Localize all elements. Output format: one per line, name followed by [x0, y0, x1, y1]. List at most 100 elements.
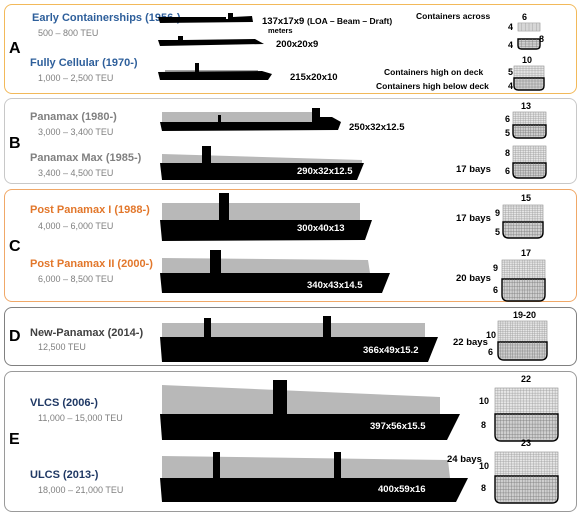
- dims-newpanamax: 366x49x15.2: [363, 345, 419, 356]
- dims-ulcs: 400x59x16: [378, 484, 426, 495]
- panamax-across: 13: [521, 101, 532, 111]
- cellular-across: 10: [522, 55, 533, 65]
- gen-postpanamax1-teu: 4,000 – 6,000 TEU: [38, 221, 114, 231]
- ship-ulcs: [160, 478, 468, 502]
- newpanamax-high-deck: 10: [486, 330, 497, 340]
- xsec-early-b: [517, 38, 541, 50]
- ship-panamax-max: [160, 163, 364, 180]
- gen-early-name: Early Containerships (1956-): [32, 12, 181, 24]
- gen-panamax-max-teu: 3,400 – 4,500 TEU: [38, 168, 114, 178]
- ship-postpanamax1: [160, 220, 372, 241]
- dims-panamax-max: 290x32x12.5: [297, 166, 353, 177]
- gen-postpanamax1-name: Post Panamax I (1988-): [30, 204, 150, 216]
- postpanamax1-high-deck: 9: [495, 208, 501, 218]
- ship-vlcs-deck: [162, 385, 440, 414]
- containers-high-below-label: Containers high below deck: [376, 81, 489, 91]
- dims-postpanamax2: 340x43x14.5: [307, 280, 363, 291]
- ship-newpanamax: [160, 337, 438, 362]
- xsec-panamax-max: [512, 145, 547, 179]
- gen-cellular-name: Fully Cellular (1970-): [30, 57, 138, 69]
- dims-postpanamax1: 300x40x13: [297, 223, 345, 234]
- bays-panamax-max: 17 bays: [456, 164, 491, 175]
- ship-panamax: [160, 108, 341, 131]
- bays-ulcs: 24 bays: [447, 454, 482, 465]
- postpanamax1-across: 15: [521, 193, 532, 203]
- group-e-letter: E: [9, 431, 20, 448]
- gen-vlcs-teu: 11,000 – 15,000 TEU: [38, 413, 123, 423]
- group-a-letter: A: [9, 40, 21, 57]
- gen-cellular-teu: 1,000 – 2,500 TEU: [38, 73, 114, 83]
- panamax-max-high-below: 6: [505, 166, 511, 176]
- dims-unit: meters: [268, 26, 293, 35]
- newpanamax-across: 19-20: [513, 310, 537, 320]
- group-b-letter: B: [9, 135, 21, 152]
- early-stack-total: 8: [539, 34, 545, 44]
- gen-ulcs-teu: 18,000 – 21,000 TEU: [38, 485, 124, 495]
- gen-newpanamax-name: New-Panamax (2014-): [30, 327, 144, 339]
- dims-vlcs: 397x56x15.5: [370, 421, 426, 432]
- ship-cellular: [158, 71, 272, 80]
- xsec-early-a: [517, 22, 541, 32]
- loa-beam-draft-label: (LOA – Beam – Draft): [307, 16, 393, 26]
- ship-early-1: [158, 13, 253, 23]
- early-high-below: 4: [508, 40, 514, 50]
- bays-postpanamax1: 17 bays: [456, 213, 491, 224]
- gen-postpanamax2-name: Post Panamax II (2000-): [30, 258, 153, 270]
- xsec-postpanamax1: [502, 204, 544, 239]
- gen-postpanamax2-teu: 6,000 – 8,500 TEU: [38, 274, 114, 284]
- ship-ulcs-deck: [162, 456, 450, 478]
- early-high-deck: 4: [508, 22, 514, 32]
- panamax-high-deck: 6: [505, 114, 511, 124]
- postpanamax1-high-below: 5: [495, 227, 501, 237]
- containers-across-label: Containers across: [416, 11, 491, 21]
- group-c-letter: C: [9, 238, 21, 255]
- ship-postpanamax2: [160, 273, 390, 293]
- ship-panamax-max-deck: [162, 154, 362, 163]
- ship-newpanamax-deck: [162, 323, 425, 337]
- vlcs-across: 22: [521, 374, 532, 384]
- vlcs-high-below: 8: [481, 420, 487, 430]
- ulcs-high-deck: 10: [479, 461, 490, 471]
- bays-newpanamax: 22 bays: [453, 337, 488, 348]
- vlcs-high-deck: 10: [479, 396, 490, 406]
- xsec-panamax: [512, 111, 547, 139]
- xsec-ulcs: [494, 451, 559, 504]
- cellular-high-deck: 5: [508, 67, 514, 77]
- xsec-postpanamax2: [501, 259, 546, 302]
- xsec-newpanamax: [497, 320, 548, 361]
- ship-panamax-deck: [162, 112, 314, 122]
- ulcs-across: 23: [521, 438, 532, 448]
- ship-postpanamax1-deck: [162, 203, 360, 220]
- cellular-high-below: 4: [508, 81, 514, 91]
- xsec-cellular: [513, 65, 545, 91]
- postpanamax2-across: 17: [521, 248, 532, 258]
- gen-newpanamax-teu: 12,500 TEU: [38, 342, 86, 352]
- containers-high-deck-label: Containers high on deck: [384, 67, 484, 77]
- gen-vlcs-name: VLCS (2006-): [30, 397, 98, 409]
- gen-panamax-max-name: Panamax Max (1985-): [30, 152, 142, 164]
- dims-early-2: 200x20x9: [276, 39, 319, 50]
- ship-cellular-deck: [165, 64, 258, 72]
- gen-panamax-teu: 3,000 – 3,400 TEU: [38, 127, 114, 137]
- postpanamax2-high-below: 6: [493, 285, 499, 295]
- dims-cellular: 215x20x10: [290, 72, 338, 83]
- xsec-vlcs: [494, 387, 559, 442]
- dims-panamax: 250x32x12.5: [349, 122, 405, 133]
- gen-ulcs-name: ULCS (2013-): [30, 469, 99, 481]
- ulcs-high-below: 8: [481, 483, 487, 493]
- panamax-high-below: 5: [505, 128, 511, 138]
- ship-vlcs: [160, 414, 460, 440]
- group-d-letter: D: [9, 328, 21, 345]
- dims-early-1: 137x17x9: [262, 16, 305, 27]
- panamax-max-high-deck: 8: [505, 148, 511, 158]
- newpanamax-high-below: 6: [488, 347, 494, 357]
- ship-early-2: [158, 36, 264, 46]
- bays-postpanamax2: 20 bays: [456, 273, 491, 284]
- postpanamax2-high-deck: 9: [493, 263, 499, 273]
- gen-early-teu: 500 – 800 TEU: [38, 28, 99, 38]
- gen-panamax-name: Panamax (1980-): [30, 111, 117, 123]
- group-a-panel: [4, 4, 577, 94]
